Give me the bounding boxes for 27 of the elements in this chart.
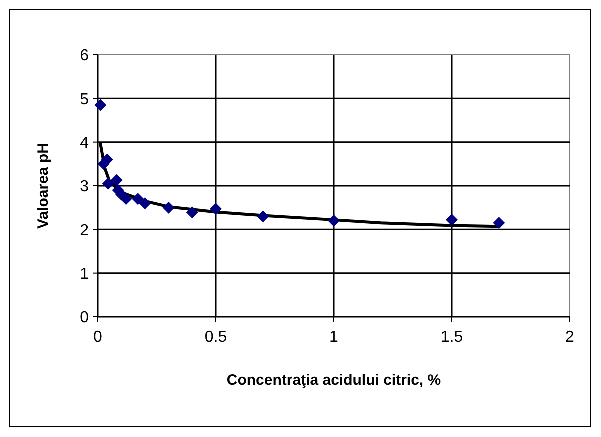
y-tick-label: 2 [80, 222, 90, 240]
x-tick-label: 1.5 [440, 329, 464, 346]
y-axis-title: Valoarea pH [35, 143, 52, 229]
point [139, 197, 152, 210]
point [210, 203, 222, 216]
point [328, 214, 340, 227]
point [493, 217, 506, 230]
point [102, 178, 114, 190]
y-tick-label: 6 [80, 48, 90, 65]
point [162, 202, 175, 214]
y-tick-label: 0 [80, 310, 90, 327]
y-tick-label: 5 [80, 91, 90, 108]
y-tick-label: 1 [80, 266, 90, 283]
y-tick-label: 4 [80, 134, 90, 152]
x-tick-label: 0 [94, 329, 103, 346]
x-tick-label: 1 [330, 329, 339, 346]
point [186, 206, 198, 219]
point [257, 210, 270, 223]
y-tick-label: 3 [80, 178, 90, 196]
point [132, 193, 144, 206]
point [120, 193, 132, 206]
point [110, 174, 123, 186]
x-tick-label: 0.5 [204, 329, 228, 346]
x-axis-title: Concentraţia acidului citric, % [226, 372, 442, 389]
point [446, 214, 458, 226]
x-tick-label: 2 [566, 329, 575, 346]
point [94, 99, 107, 112]
